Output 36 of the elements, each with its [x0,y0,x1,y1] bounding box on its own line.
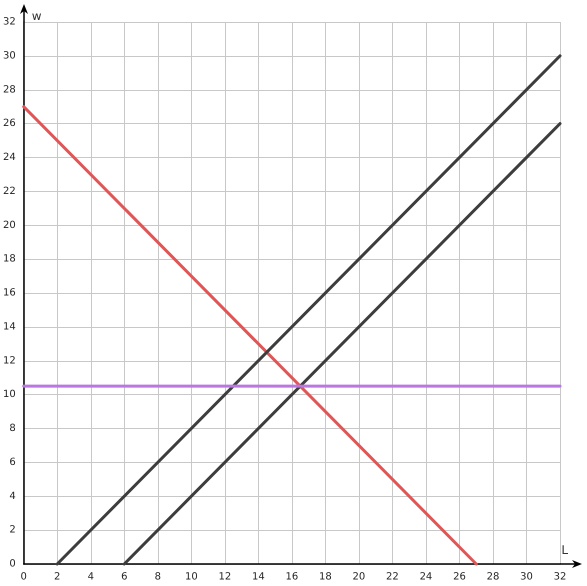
x-tick-label: 6 [121,572,128,582]
x-tick-label: 14 [252,572,265,582]
y-tick-label: 4 [9,490,16,502]
x-tick-label: 28 [486,572,500,582]
y-tick-label: 28 [2,84,16,96]
x-tick-label: 16 [285,572,298,582]
x-tick-label: 22 [386,572,399,582]
y-tick-label: 30 [2,50,16,62]
y-tick-label: 16 [2,288,16,298]
x-axis-title: L [561,543,568,557]
x-tick-label: 18 [319,572,332,582]
y-axis-title: w [32,9,42,23]
y-tick-label: 24 [2,152,16,163]
x-tick-label: 30 [520,572,533,582]
x-tick-label: 8 [154,572,161,582]
y-tick-label: 26 [2,118,16,130]
y-tick-label: 14 [2,321,16,332]
x-tick-label: 12 [218,572,232,582]
x-tick-label: 32 [554,572,566,582]
y-tick-label: 2 [9,524,16,536]
y-tick-label: 18 [2,254,16,265]
x-tick-label: 2 [54,572,60,582]
y-tick-label: 20 [2,220,16,231]
x-tick-label: 4 [88,572,94,582]
y-tick-label: 8 [9,423,16,434]
x-tick-label: 26 [453,572,466,582]
x-tick-label: 24 [420,572,432,582]
y-tick-label: 0 [9,558,16,570]
y-tick-label: 12 [2,355,16,366]
x-tick-label: 0 [20,572,27,582]
y-tick-label: 6 [9,456,16,468]
x-tick-label: 20 [352,572,366,582]
x-tick-label: 10 [184,572,198,582]
y-tick-label: 22 [2,186,16,197]
y-tick-label: 32 [2,16,16,28]
y-tick-label: 10 [2,389,16,400]
